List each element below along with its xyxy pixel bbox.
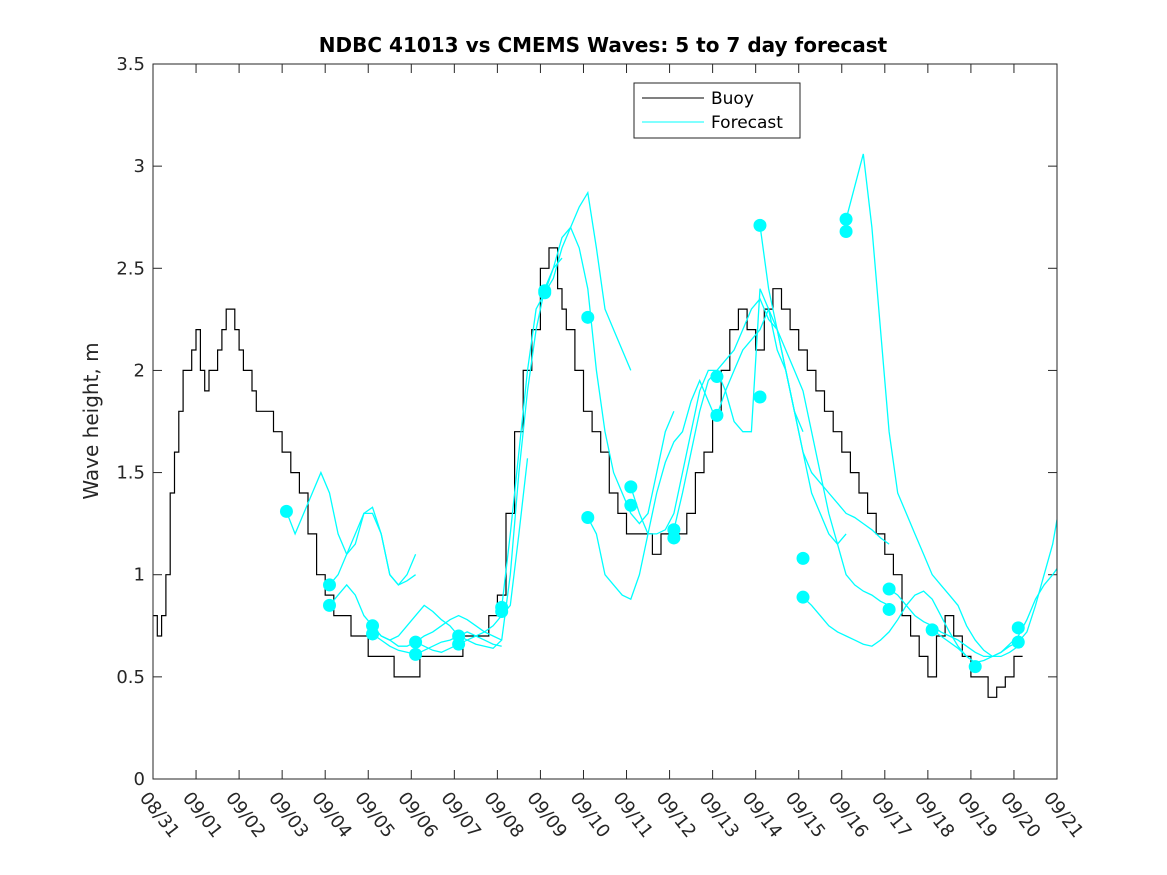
forecast-line [501, 190, 632, 608]
forecast-point [753, 218, 767, 232]
forecast-point [322, 578, 336, 592]
chart-title: NDBC 41013 vs CMEMS Waves: 5 to 7 day fo… [319, 33, 888, 57]
legend-box [633, 82, 801, 139]
forecast-point [1011, 621, 1025, 635]
plot-area: 00.511.522.533.508/3109/0109/0209/0309/0… [116, 54, 1087, 842]
legend: Buoy Forecast [633, 82, 801, 139]
forecast-point [1011, 635, 1025, 649]
forecast-point [710, 408, 724, 422]
forecast-point [624, 498, 638, 512]
forecast-point [366, 627, 380, 641]
forecast-point [839, 212, 853, 226]
forecast-point [581, 310, 595, 324]
forecast-point [882, 582, 896, 596]
y-tick-label: 2 [134, 360, 145, 381]
axes-frame [152, 63, 1058, 780]
forecast-line [759, 225, 890, 545]
forecast-line [888, 519, 1057, 658]
y-tick-label: 2.5 [116, 258, 145, 279]
forecast-point [409, 635, 423, 649]
forecast-point [710, 370, 724, 384]
y-tick-label: 3.5 [116, 54, 145, 75]
forecast-point [322, 598, 336, 612]
forecast-line [372, 631, 502, 656]
forecast-point [753, 390, 767, 404]
y-tick-label: 0 [134, 769, 145, 790]
forecast-line [845, 153, 1019, 658]
forecast-line [329, 506, 416, 586]
forecast-point [968, 660, 982, 674]
y-tick-label: 3 [134, 156, 145, 177]
forecast-line [329, 583, 460, 641]
y-tick-label: 1.5 [116, 463, 145, 484]
forecast-line [716, 307, 890, 606]
forecast-point [796, 551, 810, 565]
forecast-point [925, 623, 939, 637]
forecast-point [452, 637, 466, 651]
buoy-line [153, 247, 1023, 698]
forecast-point [882, 602, 896, 616]
legend-buoy-label: Buoy [711, 89, 754, 109]
forecast-point [796, 590, 810, 604]
forecast-point [581, 511, 595, 525]
forecast-line [415, 458, 529, 653]
forecast-line [587, 378, 718, 601]
forecast-point [624, 480, 638, 494]
legend-forecast-label: Forecast [711, 113, 783, 133]
y-tick-label: 0.5 [116, 667, 145, 688]
forecast-point [839, 225, 853, 239]
forecast-line [673, 297, 847, 546]
forecast-line [372, 614, 502, 647]
y-axis-label: Wave height, m [79, 342, 103, 499]
forecast-point [667, 531, 681, 545]
forecast-line [931, 568, 1057, 664]
forecast-line [544, 226, 675, 525]
forecast-line [802, 590, 976, 664]
forecast-point [495, 604, 509, 618]
forecast-point [538, 284, 552, 298]
axes-border [152, 63, 1058, 780]
forecast-point [279, 504, 293, 518]
y-tick-label: 1 [134, 565, 145, 586]
forecast-point [409, 647, 423, 661]
